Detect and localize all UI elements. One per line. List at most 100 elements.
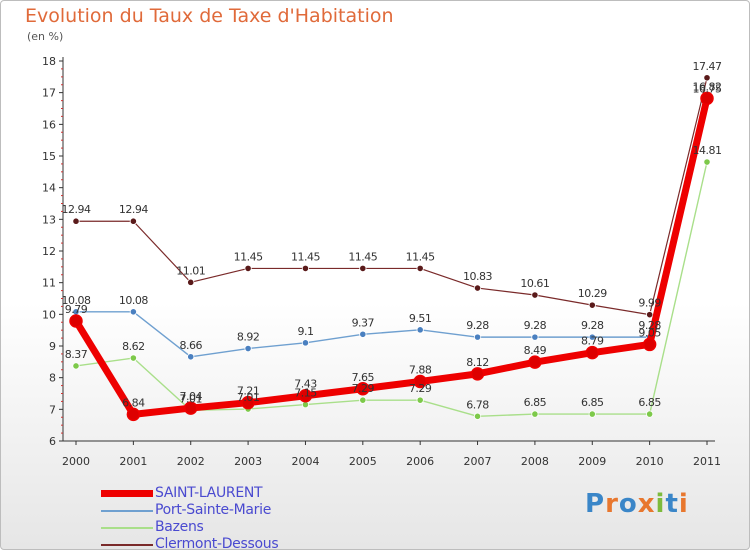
data-point-clermont-dessous: [416, 264, 424, 273]
data-label-port-sainte-marie: 10.08: [62, 294, 91, 307]
data-label-port-sainte-marie: 9.37: [352, 316, 375, 329]
y-tick-label: 13: [42, 213, 56, 226]
data-label-saint-laurent: 9.79: [65, 303, 88, 316]
x-tick-label: 2001: [119, 455, 147, 468]
legend-label-clermont-dessous: Clermont-Dessous: [155, 536, 279, 550]
data-label-port-sainte-marie: 8.92: [237, 331, 260, 344]
logo-letter: r: [605, 489, 619, 519]
data-point-bazens: [588, 410, 596, 418]
data-point-port-sainte-marie: [416, 326, 424, 334]
legend-label-port-sainte-marie: Port-Sainte-Marie: [155, 502, 272, 518]
data-label-bazens: 7.29: [352, 382, 375, 395]
data-point-clermont-dessous: [531, 291, 539, 299]
data-point-port-sainte-marie: [187, 353, 195, 361]
data-point-port-sainte-marie: [129, 308, 137, 316]
x-tick-label: 2000: [62, 455, 90, 468]
y-tick-label: 18: [42, 55, 56, 68]
data-label-bazens: 14.81: [693, 144, 722, 157]
data-label-saint-laurent: 8.49: [524, 344, 547, 357]
data-point-port-sainte-marie: [588, 333, 596, 341]
data-point-saint-laurent: [298, 388, 313, 403]
data-point-saint-laurent: [183, 401, 198, 415]
data-label-port-sainte-marie: 9.1: [297, 325, 313, 338]
x-tick-label: 2009: [578, 455, 606, 468]
proxiti-logo: Proxiti: [585, 489, 689, 519]
data-label-port-sainte-marie: 8.66: [179, 339, 202, 352]
data-point-saint-laurent: [126, 407, 141, 422]
data-label-bazens: 7.01: [237, 391, 260, 404]
data-label-bazens: 7.15: [294, 387, 317, 400]
data-point-saint-laurent: [642, 337, 657, 352]
data-label-clermont-dessous: 11.45: [291, 250, 320, 263]
data-point-saint-laurent: [69, 314, 83, 328]
data-label-clermont-dessous: 11.01: [176, 264, 205, 277]
data-point-port-sainte-marie: [531, 333, 539, 341]
data-point-port-sainte-marie: [473, 333, 482, 341]
data-label-saint-laurent: 8.12: [466, 356, 489, 369]
data-point-bazens: [416, 396, 424, 404]
data-label-clermont-dessous: 11.45: [406, 250, 435, 263]
data-label-saint-laurent: 7.65: [352, 371, 375, 384]
data-point-clermont-dessous: [187, 278, 195, 286]
data-point-bazens: [129, 354, 137, 362]
data-point-clermont-dessous: [703, 74, 711, 82]
logo-letter: P: [585, 489, 606, 519]
data-point-saint-laurent: [413, 374, 427, 389]
data-label-clermont-dessous: 17.47: [693, 60, 722, 73]
data-point-clermont-dessous: [473, 284, 482, 292]
data-point-saint-laurent: [470, 367, 485, 381]
data-point-clermont-dessous: [359, 264, 367, 273]
x-tick-label: 2004: [291, 455, 319, 468]
x-tick-label: 2002: [177, 455, 205, 468]
data-label-bazens: 8.62: [122, 340, 145, 353]
legend-swatch-clermont-dessous: [101, 544, 153, 546]
data-point-saint-laurent: [528, 355, 542, 369]
data-point-bazens: [531, 410, 539, 418]
data-label-saint-laurent: 7.04: [179, 390, 202, 403]
data-label-port-sainte-marie: 16.75: [693, 83, 722, 96]
data-label-bazens: 6.85: [524, 396, 547, 409]
x-tick-label: 2006: [406, 455, 434, 468]
x-tick-label: 2008: [521, 455, 549, 468]
data-label-clermont-dessous: 11.45: [234, 250, 263, 263]
data-label-bazens: 6.85: [638, 396, 661, 409]
data-label-port-sainte-marie: 9.28: [638, 319, 661, 332]
data-point-saint-laurent: [700, 91, 714, 106]
series-line-port-sainte-marie: [75, 99, 708, 358]
data-point-bazens: [72, 362, 80, 370]
legend-label-bazens: Bazens: [155, 519, 204, 535]
data-label-saint-laurent: 6.84: [122, 396, 145, 409]
data-label-port-sainte-marie: 9.51: [409, 312, 432, 325]
data-label-port-sainte-marie: 10.08: [119, 294, 148, 307]
data-label-port-sainte-marie: 9.28: [581, 319, 604, 332]
x-tick-label: 2011: [693, 455, 721, 468]
data-label-port-sainte-marie: 9.28: [466, 319, 489, 332]
data-point-bazens: [646, 410, 654, 418]
data-label-clermont-dessous: 12.94: [62, 203, 91, 216]
series-line-bazens: [75, 161, 708, 417]
logo-letter: o: [618, 489, 638, 519]
data-point-clermont-dessous: [244, 264, 252, 273]
logo-letter: i: [655, 489, 666, 519]
data-point-port-sainte-marie: [244, 344, 252, 353]
data-label-saint-laurent: 7.21: [237, 385, 260, 398]
y-tick-label: 10: [42, 308, 56, 321]
data-point-clermont-dessous: [301, 264, 310, 273]
data-label-saint-laurent: 7.88: [409, 363, 432, 376]
data-label-clermont-dessous: 10.61: [520, 277, 549, 290]
data-label-bazens: 6.85: [581, 396, 604, 409]
y-tick-label: 17: [42, 87, 56, 100]
x-tick-label: 2007: [464, 455, 492, 468]
data-label-port-sainte-marie: 9.28: [524, 319, 547, 332]
chart-subtitle: (en %): [27, 30, 64, 43]
data-label-clermont-dessous: 9.99: [638, 297, 661, 310]
data-label-saint-laurent: 9.05: [638, 326, 661, 339]
y-tick-label: 7: [49, 403, 56, 416]
logo-letter: x: [637, 489, 656, 519]
y-tick-label: 12: [42, 245, 56, 258]
x-tick-label: 2005: [349, 455, 377, 468]
data-label-saint-laurent: 7.43: [294, 378, 317, 391]
data-point-bazens: [473, 412, 482, 420]
